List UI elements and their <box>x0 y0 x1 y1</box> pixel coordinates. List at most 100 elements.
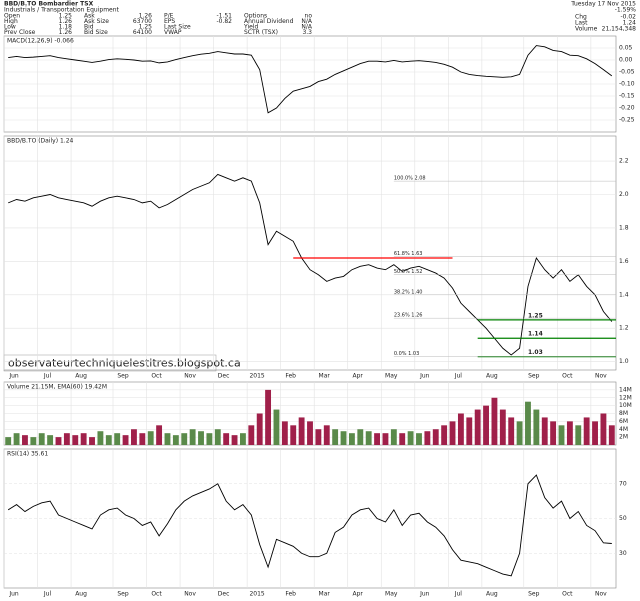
field-label: Last Size <box>164 24 191 31</box>
date: Tuesday 17 Nov 2015 <box>570 1 636 8</box>
volume-bar <box>105 435 112 445</box>
field-value: N/A <box>301 18 313 25</box>
volume-bar <box>206 433 213 445</box>
x-tick-label: Mar <box>319 373 331 380</box>
y-tick-label: 1.2 <box>619 325 629 332</box>
y-tick-label: 1.4 <box>619 291 629 298</box>
field-value: -0.82 <box>216 18 232 25</box>
field-label: Ask <box>84 13 95 20</box>
y-tick-label: -0.15 <box>619 93 635 100</box>
panel-legend: RSI(14) 35.61 <box>7 451 48 458</box>
support-label: 1.25 <box>528 312 543 319</box>
volume-bar <box>114 433 121 445</box>
x-tick-label: Sep <box>528 591 540 598</box>
volume-bar <box>72 435 79 445</box>
volume-bar <box>22 435 28 445</box>
x-tick-label: Mar <box>319 591 331 598</box>
y-tick-label: 4M <box>619 426 628 433</box>
x-tick-label: Jul <box>43 373 52 380</box>
volume-bar <box>223 433 230 445</box>
volume-bar <box>290 425 297 445</box>
volume-bar <box>164 433 171 445</box>
x-tick-label: Jun <box>8 373 19 380</box>
x-tick-label: Jul <box>43 591 52 598</box>
y-tick-label: -0.25 <box>619 117 635 124</box>
field-value: 1.26 <box>59 18 73 25</box>
y-tick-label: 2.2 <box>619 158 629 165</box>
volume-bar <box>558 425 565 445</box>
volume-bar <box>265 389 272 445</box>
field-label: Bid Size <box>84 29 108 36</box>
fib-label: 100.0% 2.08 <box>394 176 426 182</box>
x-tick-label: Dec <box>218 373 230 380</box>
field-label: Prev Close <box>4 29 36 36</box>
x-tick-label: Feb <box>285 591 296 598</box>
support-label: 1.03 <box>528 349 543 356</box>
series-line <box>8 173 613 356</box>
change-pct: -1.59% <box>615 7 637 14</box>
x-tick-label: 2015 <box>249 591 264 598</box>
fib-label: 50.0% 1.52 <box>394 269 423 275</box>
x-tick-label: Jun <box>419 591 430 598</box>
series-line <box>7 474 612 577</box>
y-tick-label: 70 <box>619 480 627 487</box>
volume-bar <box>541 417 548 445</box>
volume-bar <box>323 425 330 445</box>
volume-bar <box>525 401 531 445</box>
series-line <box>8 45 613 114</box>
x-tick-label: Oct <box>562 373 573 380</box>
volume-bar <box>89 437 95 445</box>
field-value: 64100 <box>133 29 152 36</box>
volume-bar <box>156 425 163 445</box>
sector: Industrials / Transportation Equipment <box>4 7 120 14</box>
volume-bar <box>307 421 313 445</box>
field-value: 1.26 <box>139 13 153 20</box>
x-tick-label: Nov <box>184 373 196 380</box>
x-tick-label: Feb <box>285 373 296 380</box>
x-tick-label: Oct <box>151 591 162 598</box>
x-tick-label: Apr <box>353 591 364 598</box>
volume-bar <box>181 433 188 445</box>
volume-bar <box>441 425 448 445</box>
field-value: 1.18 <box>59 24 73 31</box>
x-tick-label: Aug <box>75 591 87 598</box>
volume-bar <box>139 433 146 445</box>
fib-label: 0.0% 1.03 <box>394 351 419 357</box>
volume-bar <box>499 409 506 445</box>
panel-legend: MACD(12,26,9) -0.066 <box>7 38 74 45</box>
volume-bar <box>516 421 523 445</box>
volume-bar <box>424 431 431 445</box>
volume-bar <box>214 429 221 445</box>
field-value: 1.25 <box>139 24 153 31</box>
x-tick-label: Nov <box>595 373 607 380</box>
y-tick-label: 12M <box>619 394 632 401</box>
volume-bar <box>273 409 280 445</box>
y-tick-label: 14M <box>619 386 632 393</box>
volume-bar <box>172 435 179 445</box>
volume-bar <box>600 413 607 445</box>
field-label: VWAP <box>164 29 182 36</box>
volume-bar <box>340 431 347 445</box>
x-tick-label: Jun <box>8 591 19 598</box>
field-value: N/A <box>301 24 313 31</box>
field-label: Yield <box>243 24 258 31</box>
volume-bar <box>407 431 414 445</box>
volume-bar <box>256 413 263 445</box>
x-tick-label: Aug <box>486 591 498 598</box>
volume-bar <box>566 421 573 445</box>
x-tick-label: Aug <box>75 373 87 380</box>
volume-bar <box>357 429 364 445</box>
volume-bar <box>583 417 590 445</box>
volume-bar <box>131 429 137 445</box>
x-tick-label: May <box>385 591 398 598</box>
volume-bar <box>416 433 422 445</box>
volume-bar <box>55 437 62 445</box>
volume-bar <box>147 431 154 445</box>
fib-label: 38.2% 1.40 <box>394 289 423 295</box>
field-label: Annual Dividend <box>244 18 294 25</box>
x-tick-label: Jul <box>454 373 463 380</box>
x-tick-label: 2015 <box>249 373 264 380</box>
volume-bar <box>348 433 355 445</box>
volume-label: Volume <box>575 26 598 33</box>
